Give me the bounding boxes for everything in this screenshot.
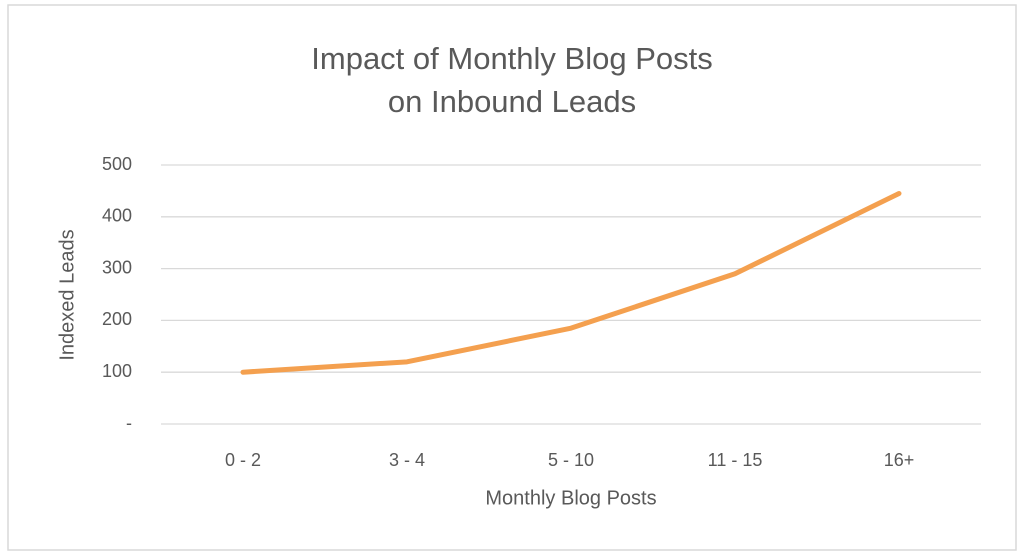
x-tick-label: 3 - 4 (389, 450, 425, 470)
x-tick-label: 5 - 10 (548, 450, 594, 470)
y-tick-label: 500 (102, 154, 132, 174)
y-tick-label: 300 (102, 257, 132, 277)
data-line (240, 190, 902, 375)
x-axis-title: Monthly Blog Posts (485, 487, 656, 509)
chart-title: on Inbound Leads (388, 84, 636, 119)
y-tick-label: 100 (102, 361, 132, 381)
chart-title: Impact of Monthly Blog Posts (311, 41, 712, 76)
y-tick-label: 200 (102, 309, 132, 329)
y-axis-title: Indexed Leads (56, 229, 78, 360)
x-tick-label: 0 - 2 (225, 450, 261, 470)
y-tick-label: 400 (102, 206, 132, 226)
x-tick-label: 16+ (884, 450, 915, 470)
chart-border (7, 4, 1017, 551)
x-tick-label: 11 - 15 (708, 450, 763, 470)
y-tick-label: - (126, 413, 132, 433)
